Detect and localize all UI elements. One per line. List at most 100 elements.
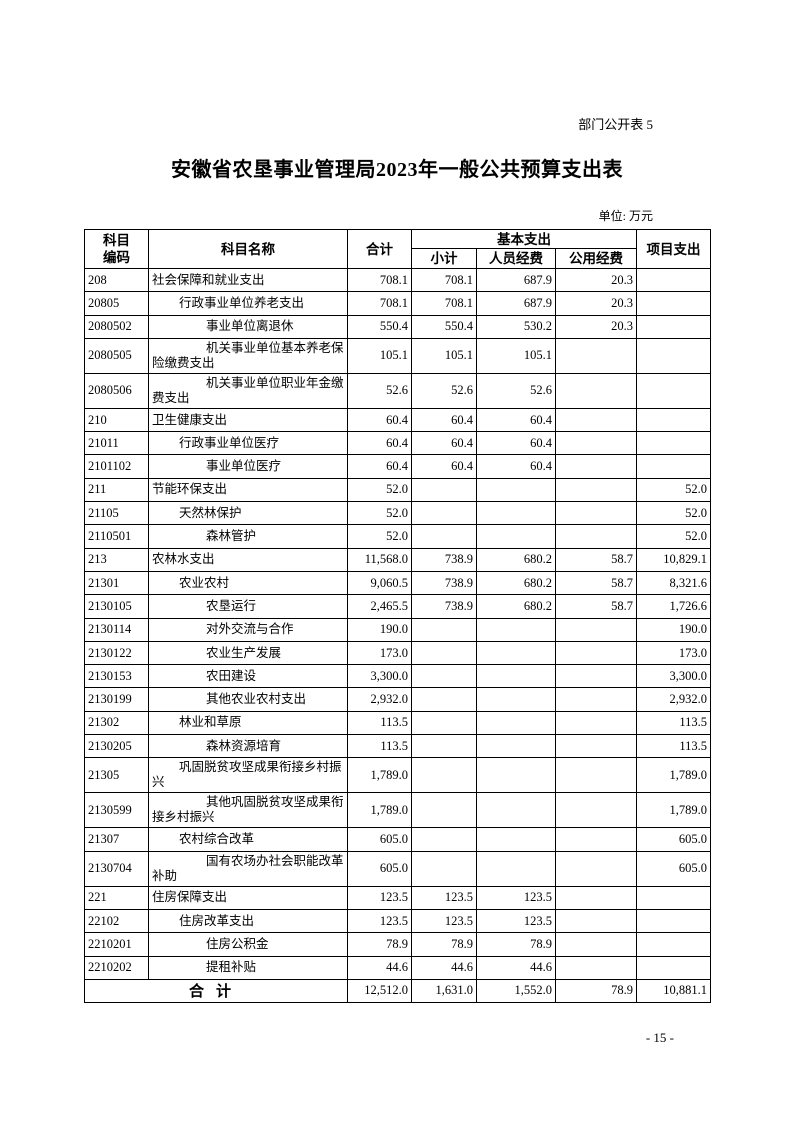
- cell-name: 农田建设: [148, 664, 348, 689]
- cell-total: 60.4: [347, 431, 412, 456]
- total-public: 78.9: [554, 978, 638, 1004]
- cell-project: 52.0: [636, 524, 712, 549]
- cell-personnel: [476, 640, 556, 666]
- cell-public: [554, 431, 638, 456]
- total-row: 合计 12,512.0 1,631.0 1,552.0 78.9 10,881.…: [84, 978, 712, 1004]
- cell-subtotal: 105.1: [411, 337, 477, 374]
- cell-code: 21307: [84, 827, 149, 852]
- cell-name: 林业和草原: [148, 710, 348, 736]
- cell-public: [554, 640, 638, 666]
- cell-project: 52.0: [636, 501, 712, 526]
- cell-code: 2080502: [84, 314, 149, 339]
- cell-personnel: [476, 687, 556, 712]
- cell-code: 21011: [84, 431, 149, 456]
- cell-subtotal: 708.1: [411, 291, 477, 316]
- cell-total: 52.0: [347, 524, 412, 549]
- cell-code: 21301: [84, 570, 149, 596]
- table-row: 2080505 机关事业单位基本养老保险缴费支出 105.1 105.1 105.1: [84, 337, 712, 374]
- table-tag: 部门公开表 5: [578, 117, 653, 132]
- cell-project: [636, 908, 712, 934]
- cell-public: [554, 885, 638, 910]
- cell-name: 事业单位医疗: [148, 454, 348, 479]
- cell-subtotal: 44.6: [411, 955, 477, 980]
- total-personnel: 1,552.0: [476, 978, 556, 1004]
- cell-project: 113.5: [636, 734, 712, 759]
- cell-public: 20.3: [554, 267, 638, 293]
- cell-project: [636, 407, 712, 433]
- cell-subtotal: [411, 617, 477, 642]
- cell-public: [554, 955, 638, 980]
- cell-name: 巩固脱贫攻坚成果衔接乡村振兴: [148, 757, 348, 794]
- cell-project: [636, 267, 712, 293]
- cell-name: 国有农场办社会职能改革补助: [148, 850, 348, 887]
- cell-total: 1,789.0: [347, 792, 412, 829]
- cell-name: 森林资源培育: [148, 734, 348, 759]
- cell-code: 221: [84, 885, 149, 910]
- cell-personnel: 60.4: [476, 431, 556, 456]
- cell-code: 2130199: [84, 687, 149, 712]
- cell-total: 11,568.0: [347, 547, 412, 572]
- budget-table: 科目编码 科目名称 合计 基本支出 项目支出 小计 人员经费 公用经费 208 社…: [84, 229, 712, 1004]
- cell-project: [636, 337, 712, 374]
- cell-public: [554, 477, 638, 503]
- cell-code: 211: [84, 477, 149, 503]
- cell-total: 605.0: [347, 850, 412, 887]
- cell-public: [554, 757, 638, 794]
- table-row: 213 农林水支出 11,568.0 738.9 680.2 58.7 10,829.1: [84, 547, 712, 572]
- table-row: 2080506 机关事业单位职业年金缴费支出 52.6 52.6 52.6: [84, 372, 712, 409]
- cell-name: 其他巩固脱贫攻坚成果衔接乡村振兴: [148, 792, 348, 829]
- cell-total: 52.6: [347, 372, 412, 409]
- cell-code: 22102: [84, 908, 149, 934]
- cell-name: 机关事业单位职业年金缴费支出: [148, 372, 348, 409]
- cell-subtotal: 123.5: [411, 908, 477, 934]
- cell-name: 农林水支出: [148, 547, 348, 572]
- cell-project: 605.0: [636, 850, 712, 887]
- cell-name: 对外交流与合作: [148, 617, 348, 642]
- table-row: 2130199 其他农业农村支出 2,932.0 2,932.0: [84, 687, 712, 712]
- table-row: 2210201 住房公积金 78.9 78.9 78.9: [84, 932, 712, 957]
- cell-project: [636, 932, 712, 957]
- cell-total: 605.0: [347, 827, 412, 852]
- cell-personnel: [476, 850, 556, 887]
- cell-total: 123.5: [347, 885, 412, 910]
- cell-project: [636, 885, 712, 910]
- page-number: - 15 -: [645, 1030, 674, 1045]
- cell-personnel: 680.2: [476, 547, 556, 572]
- cell-personnel: 60.4: [476, 407, 556, 433]
- cell-name: 其他农业农村支出: [148, 687, 348, 712]
- cell-public: [554, 454, 638, 479]
- cell-total: 123.5: [347, 908, 412, 934]
- cell-name: 行政事业单位医疗: [148, 431, 348, 456]
- cell-name: 农业农村: [148, 570, 348, 596]
- cell-code: 213: [84, 547, 149, 572]
- cell-code: 2101102: [84, 454, 149, 479]
- cell-code: 208: [84, 267, 149, 293]
- cell-subtotal: [411, 710, 477, 736]
- cell-project: 1,726.6: [636, 594, 712, 619]
- cell-subtotal: 123.5: [411, 885, 477, 910]
- cell-public: 20.3: [554, 314, 638, 339]
- cell-public: 58.7: [554, 594, 638, 619]
- cell-total: 708.1: [347, 291, 412, 316]
- cell-subtotal: [411, 501, 477, 526]
- cell-personnel: 687.9: [476, 291, 556, 316]
- cell-public: [554, 908, 638, 934]
- cell-name: 森林管护: [148, 524, 348, 549]
- cell-subtotal: 738.9: [411, 570, 477, 596]
- cell-subtotal: [411, 850, 477, 887]
- table-row: 2130153 农田建设 3,300.0 3,300.0: [84, 664, 712, 689]
- cell-personnel: 680.2: [476, 570, 556, 596]
- cell-public: [554, 734, 638, 759]
- cell-total: 2,465.5: [347, 594, 412, 619]
- cell-total: 550.4: [347, 314, 412, 339]
- cell-public: [554, 372, 638, 409]
- cell-total: 708.1: [347, 267, 412, 293]
- cell-name: 机关事业单位基本养老保险缴费支出: [148, 337, 348, 374]
- table-row: 22102 住房改革支出 123.5 123.5 123.5: [84, 908, 712, 934]
- cell-total: 173.0: [347, 640, 412, 666]
- cell-project: 3,300.0: [636, 664, 712, 689]
- table-row: 2080502 事业单位离退休 550.4 550.4 530.2 20.3: [84, 314, 712, 339]
- cell-personnel: 60.4: [476, 454, 556, 479]
- table-row: 2101102 事业单位医疗 60.4 60.4 60.4: [84, 454, 712, 479]
- table-row: 2130599 其他巩固脱贫攻坚成果衔接乡村振兴 1,789.0 1,789.0: [84, 792, 712, 829]
